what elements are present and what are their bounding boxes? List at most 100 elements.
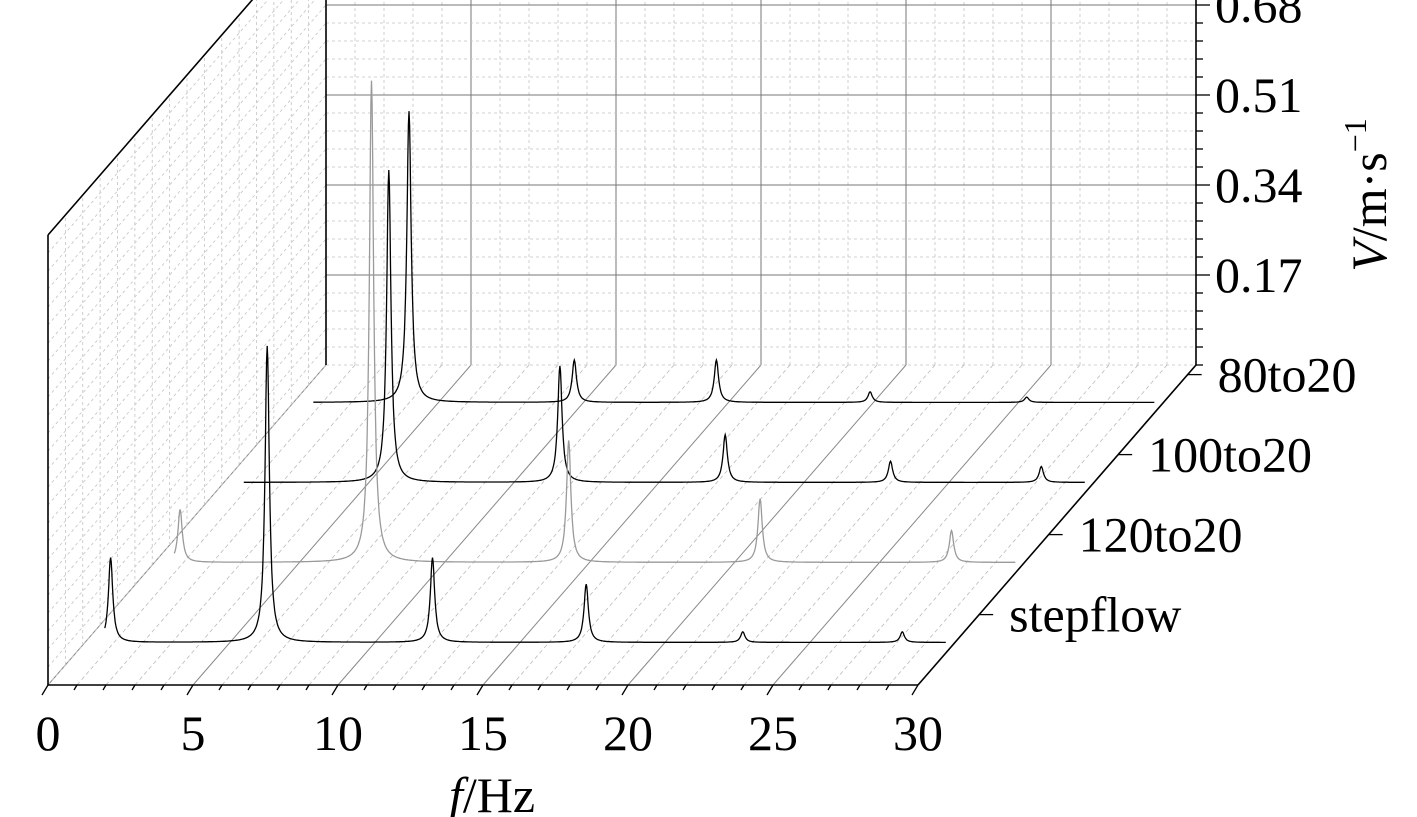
x-tick	[160, 684, 165, 691]
z-tick-label: 0.34	[1215, 157, 1303, 213]
side-wall-dline	[47, 292, 327, 614]
series-label-80to20: 80to20	[1218, 347, 1357, 403]
z-tick-label: 0.68	[1215, 0, 1303, 33]
floor-gridline	[134, 364, 414, 686]
x-axis-ticks: 0 5 10 15 20 25 30	[36, 684, 943, 761]
x-tick	[476, 684, 484, 696]
series-label-100to20: 100to20	[1148, 427, 1312, 483]
x-tick	[621, 684, 629, 696]
floor-gridline	[366, 364, 646, 686]
floor-gridline	[685, 364, 965, 686]
floor-gridline	[859, 364, 1139, 686]
floor-gridline	[250, 364, 530, 686]
side-wall-dline	[47, 256, 327, 578]
floor-gridline	[511, 364, 791, 686]
x-tick-label: 5	[181, 705, 206, 761]
side-wall-dline	[47, 76, 327, 398]
x-axis-title: f/Hz	[449, 767, 535, 817]
side-wall-dline	[47, 364, 327, 686]
x-tick	[856, 684, 861, 691]
frame-top-diagonal-edge	[47, 0, 254, 236]
floor-gridline	[656, 364, 936, 686]
floor-gridline	[801, 364, 1081, 686]
x-tick-label: 30	[893, 705, 943, 761]
x-tick	[363, 684, 368, 691]
x-tick	[827, 684, 832, 691]
x-tick	[595, 684, 600, 691]
x-tick	[392, 684, 397, 691]
x-tick-label: 20	[603, 705, 653, 761]
side-wall-dline	[47, 274, 327, 596]
z-tick-label: 0.51	[1215, 67, 1303, 123]
z-axis-ticks: 0.17 0.34 0.51 0.68	[1196, 0, 1303, 366]
x-tick-label: 10	[313, 705, 363, 761]
floor-gridline	[308, 364, 588, 686]
side-wall-dline	[47, 4, 327, 326]
side-wall-dline	[47, 58, 327, 380]
x-tick-label: 0	[36, 705, 61, 761]
x-tick	[247, 684, 252, 691]
series-line-stepflow	[104, 345, 946, 644]
side-wall-dline	[47, 112, 327, 434]
floor-gridline	[627, 364, 907, 686]
series-lines	[104, 80, 1155, 644]
side-wall-dline	[47, 184, 327, 506]
side-wall-dline	[47, 328, 327, 650]
side-wall-dline	[47, 94, 327, 416]
floor-gridline	[482, 364, 762, 686]
side-wall-dline	[47, 166, 327, 488]
side-wall	[47, 0, 327, 686]
floor-gridline	[163, 364, 443, 686]
floor-gridline	[395, 364, 675, 686]
x-tick	[798, 684, 803, 691]
x-tick	[276, 684, 281, 691]
frame-right-depth-edge	[917, 364, 1197, 686]
side-wall-dline	[47, 0, 300, 290]
z-tick-label: 0.17	[1215, 247, 1303, 303]
floor-gridline	[279, 364, 559, 686]
x-tick-label: 25	[748, 705, 798, 761]
side-wall-dline	[47, 0, 284, 272]
side-wall-dline	[47, 0, 316, 308]
floor-gridline	[714, 364, 994, 686]
x-tick	[131, 684, 136, 691]
x-tick	[41, 684, 49, 696]
x-tick	[566, 684, 571, 691]
x-tick	[331, 684, 339, 696]
side-wall-dline	[47, 238, 327, 560]
floor-gridline	[830, 364, 1110, 686]
side-wall-dline	[47, 22, 327, 344]
floor-gridline	[221, 364, 501, 686]
floor-gridline	[598, 364, 878, 686]
floor-gridline	[76, 364, 356, 686]
series-line-100to20	[243, 169, 1085, 484]
x-tick	[508, 684, 513, 691]
x-tick	[740, 684, 745, 691]
x-tick-label: 15	[458, 705, 508, 761]
series-line-80to20	[313, 111, 1155, 404]
x-tick	[682, 684, 687, 691]
x-tick	[711, 684, 716, 691]
floor-gridline	[424, 364, 704, 686]
x-tick	[537, 684, 542, 691]
x-tick	[885, 684, 890, 691]
chart-frame	[47, 0, 1197, 686]
x-tick	[911, 684, 919, 696]
side-wall-dline	[47, 40, 327, 362]
floor-gridline	[105, 364, 385, 686]
side-wall-dline	[47, 346, 327, 668]
floor-gridline	[743, 364, 1023, 686]
floor-gridline	[337, 364, 617, 686]
x-tick	[102, 684, 107, 691]
floor-gridline	[453, 364, 733, 686]
series-labels: stepflow 120to20 100to20 80to20	[979, 347, 1357, 643]
x-tick	[653, 684, 658, 691]
floor-gridline	[772, 364, 1052, 686]
x-tick	[73, 684, 78, 691]
x-tick	[305, 684, 310, 691]
side-wall-dline	[47, 310, 327, 632]
series-label-stepflow: stepflow	[1009, 587, 1181, 643]
side-wall-dline	[47, 130, 327, 452]
series-line-120to20	[173, 80, 1016, 563]
